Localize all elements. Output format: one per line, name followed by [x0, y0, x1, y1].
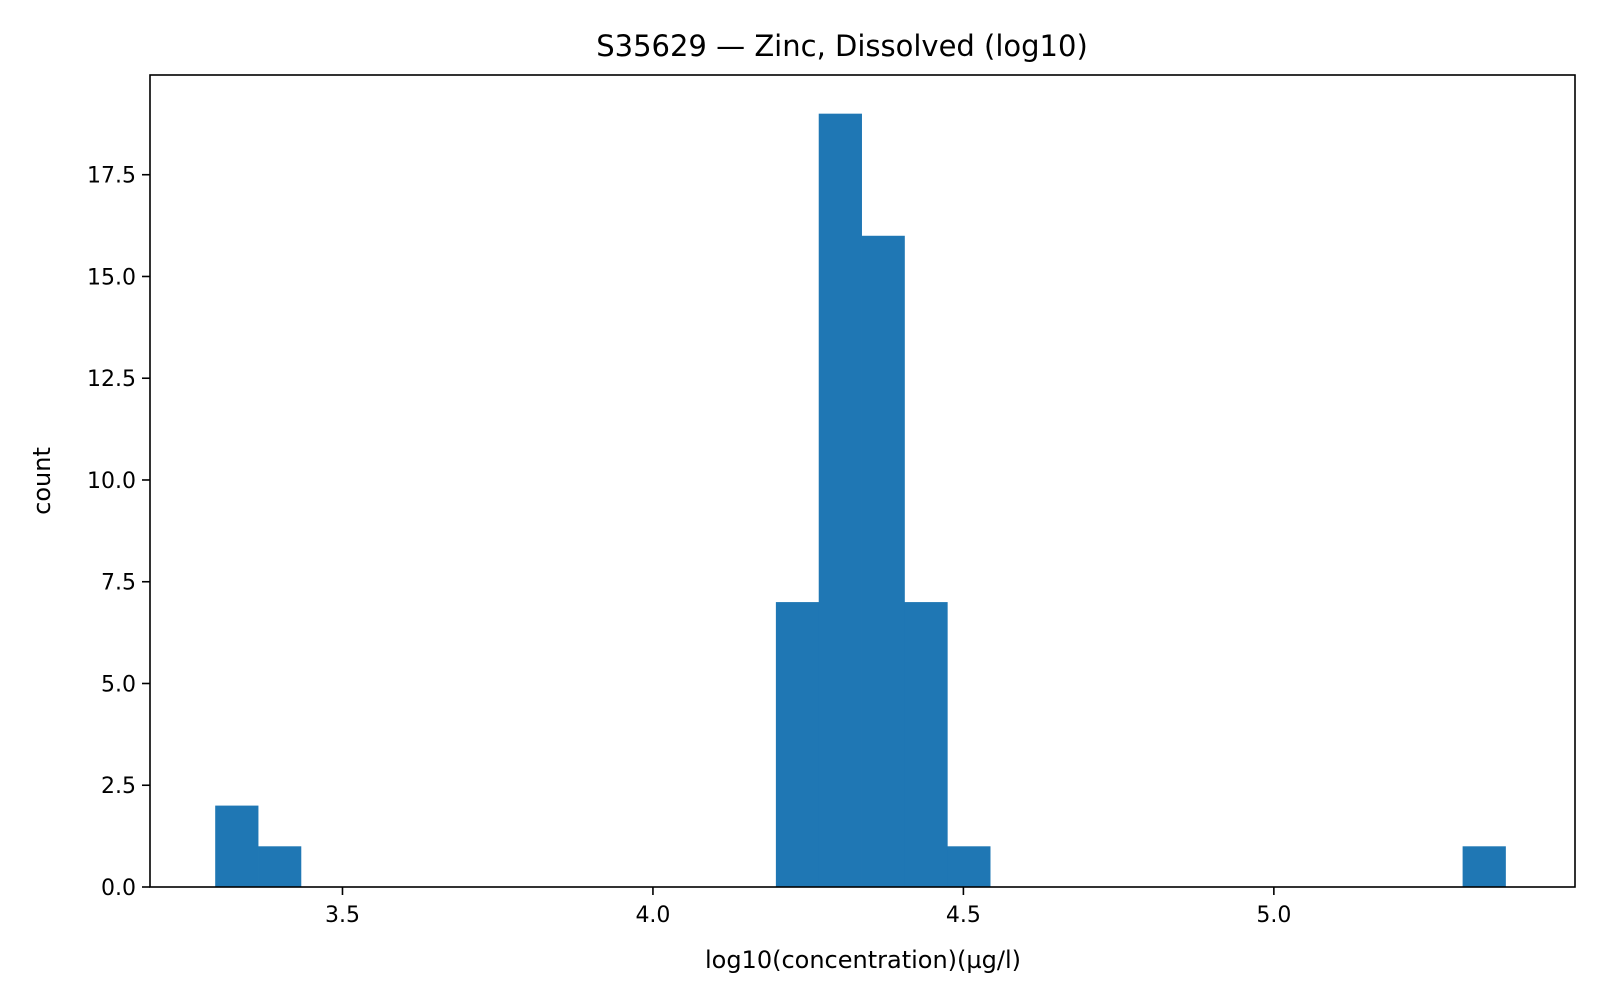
y-axis-ticks: 0.0 2.5 5.0 7.5 10.0 12.5 15.0 17.5: [87, 164, 150, 901]
histogram-bar-7: [1462, 846, 1506, 887]
histogram-bar-0: [215, 805, 259, 887]
y-tick-label-0: 0.0: [101, 876, 136, 901]
x-tick-label-0: 3.5: [325, 903, 360, 928]
histogram-bar-3: [818, 113, 862, 888]
y-tick-label-4: 10.0: [87, 469, 136, 494]
x-tick-label-3: 5.0: [1256, 903, 1291, 928]
x-tick-label-1: 4.0: [635, 903, 670, 928]
y-tick-label-6: 15.0: [87, 265, 136, 290]
chart-title: S35629 — Zinc, Dissolved (log10): [596, 29, 1088, 63]
plot-frame: [149, 74, 1576, 888]
histogram-bar-1: [258, 846, 302, 887]
histogram-bar-6: [947, 846, 991, 887]
histogram-bar-2: [775, 602, 820, 887]
y-axis-label: count: [28, 447, 56, 515]
y-tick-label-5: 12.5: [87, 367, 136, 392]
y-tick-label-3: 7.5: [101, 571, 136, 596]
bars-group: [215, 113, 1506, 888]
y-tick-label-2: 5.0: [101, 672, 136, 697]
x-axis-ticks: 3.5 4.0 4.5 5.0: [325, 887, 1291, 928]
x-tick-label-2: 4.5: [946, 903, 981, 928]
x-axis-label: log10(concentration)(µg/l): [705, 946, 1021, 974]
y-tick-label-1: 2.5: [101, 774, 136, 799]
y-tick-label-7: 17.5: [87, 164, 136, 189]
histogram-bar-4: [861, 235, 905, 887]
histogram-bar-5: [904, 602, 948, 887]
